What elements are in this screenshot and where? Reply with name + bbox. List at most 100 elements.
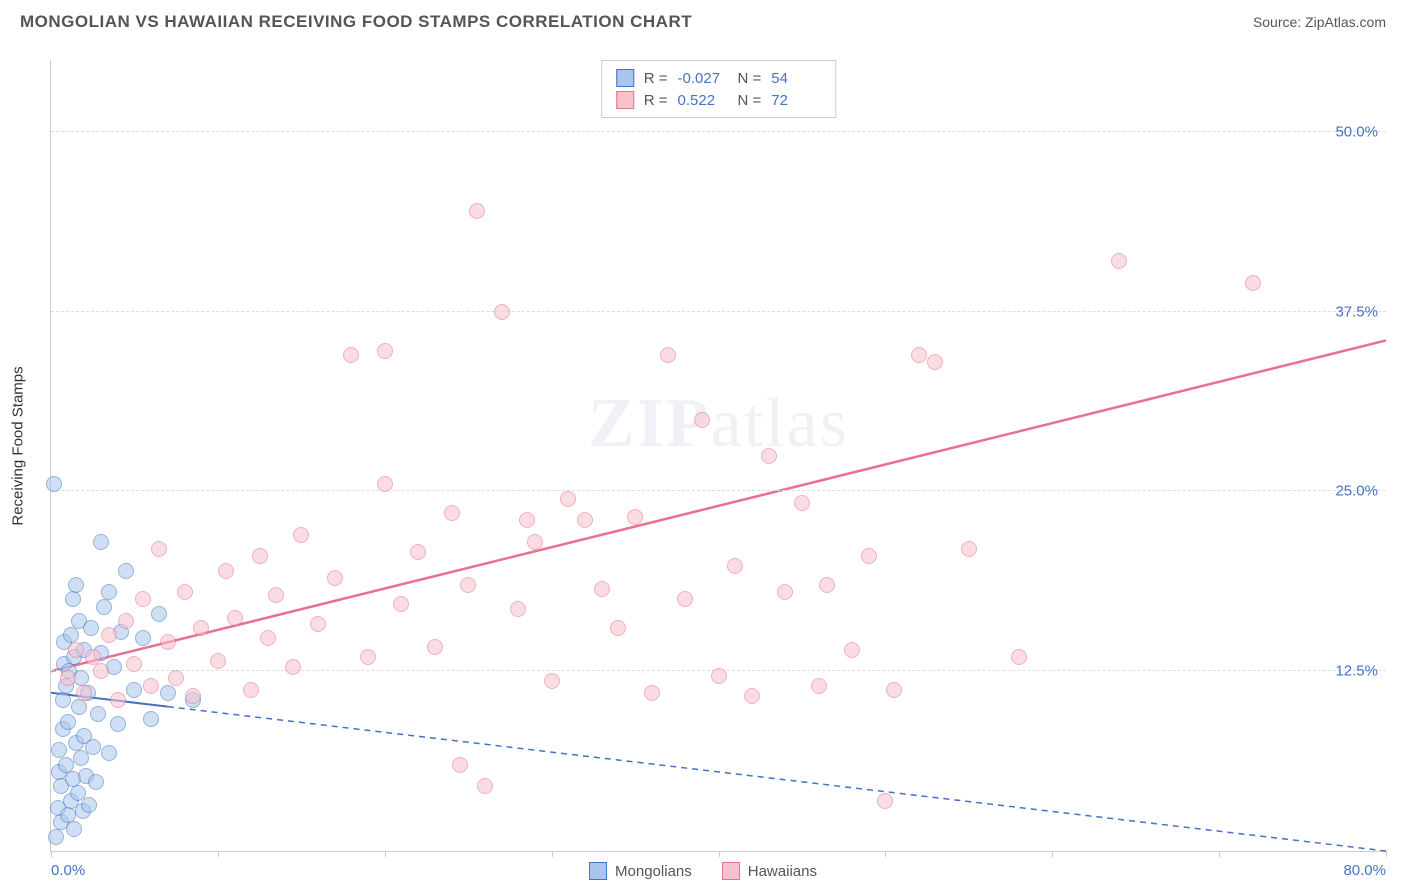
- legend-swatch: [722, 862, 740, 880]
- bottom-legend: Mongolians Hawaiians: [589, 862, 817, 880]
- data-point: [66, 821, 82, 837]
- data-point: [118, 563, 134, 579]
- n-label: N =: [738, 92, 762, 109]
- data-point: [727, 558, 743, 574]
- data-point: [927, 354, 943, 370]
- data-point: [243, 682, 259, 698]
- data-point: [60, 714, 76, 730]
- y-tick-label: 37.5%: [1335, 303, 1378, 320]
- gridline: [51, 490, 1386, 491]
- data-point: [343, 347, 359, 363]
- data-point: [610, 620, 626, 636]
- y-tick-label: 25.0%: [1335, 483, 1378, 500]
- header: MONGOLIAN VS HAWAIIAN RECEIVING FOOD STA…: [0, 0, 1406, 40]
- data-point: [410, 544, 426, 560]
- data-point: [444, 505, 460, 521]
- r-label: R =: [644, 92, 668, 109]
- data-point: [101, 745, 117, 761]
- data-point: [777, 584, 793, 600]
- data-point: [68, 577, 84, 593]
- data-point: [393, 596, 409, 612]
- data-point: [126, 656, 142, 672]
- data-point: [90, 706, 106, 722]
- scatter-chart: ZIPatlas R =-0.027N =54R =0.522N =72 12.…: [50, 60, 1386, 852]
- y-tick-label: 12.5%: [1335, 663, 1378, 680]
- data-point: [71, 699, 87, 715]
- data-point: [268, 587, 284, 603]
- data-point: [1245, 275, 1261, 291]
- data-point: [168, 670, 184, 686]
- x-tick: [218, 851, 219, 857]
- data-point: [460, 577, 476, 593]
- data-point: [677, 591, 693, 607]
- data-point: [377, 343, 393, 359]
- n-value: 54: [771, 70, 821, 87]
- data-point: [210, 653, 226, 669]
- data-point: [93, 534, 109, 550]
- data-point: [135, 630, 151, 646]
- data-point: [68, 642, 84, 658]
- legend-label: Hawaiians: [748, 863, 817, 880]
- gridline: [51, 311, 1386, 312]
- data-point: [844, 642, 860, 658]
- source-prefix: Source:: [1253, 14, 1305, 30]
- source-attribution: Source: ZipAtlas.com: [1253, 14, 1386, 30]
- data-point: [811, 678, 827, 694]
- stats-row: R =0.522N =72: [616, 89, 822, 111]
- stats-legend-box: R =-0.027N =54R =0.522N =72: [601, 60, 837, 118]
- r-label: R =: [644, 70, 668, 87]
- data-point: [143, 711, 159, 727]
- x-tick: [552, 851, 553, 857]
- data-point: [160, 634, 176, 650]
- data-point: [577, 512, 593, 528]
- data-point: [560, 491, 576, 507]
- data-point: [96, 599, 112, 615]
- n-value: 72: [771, 92, 821, 109]
- data-point: [452, 757, 468, 773]
- x-tick: [385, 851, 386, 857]
- data-point: [177, 584, 193, 600]
- data-point: [360, 649, 376, 665]
- data-point: [60, 670, 76, 686]
- data-point: [55, 692, 71, 708]
- data-point: [427, 639, 443, 655]
- data-point: [519, 512, 535, 528]
- data-point: [193, 620, 209, 636]
- data-point: [88, 774, 104, 790]
- series-swatch: [616, 69, 634, 87]
- data-point: [126, 682, 142, 698]
- data-point: [48, 829, 64, 845]
- x-tick-label: 0.0%: [51, 862, 85, 879]
- data-point: [477, 778, 493, 794]
- data-point: [85, 739, 101, 755]
- source-link[interactable]: ZipAtlas.com: [1305, 14, 1386, 30]
- n-label: N =: [738, 70, 762, 87]
- data-point: [218, 563, 234, 579]
- x-tick: [51, 851, 52, 857]
- data-point: [83, 620, 99, 636]
- chart-title: MONGOLIAN VS HAWAIIAN RECEIVING FOOD STA…: [20, 12, 692, 32]
- data-point: [46, 476, 62, 492]
- trend-line: [51, 340, 1386, 671]
- data-point: [185, 688, 201, 704]
- data-point: [101, 584, 117, 600]
- data-point: [644, 685, 660, 701]
- x-tick: [1386, 851, 1387, 857]
- data-point: [252, 548, 268, 564]
- data-point: [135, 591, 151, 607]
- legend-label: Mongolians: [615, 863, 692, 880]
- data-point: [260, 630, 276, 646]
- trend-lines-layer: [51, 60, 1386, 851]
- x-tick: [719, 851, 720, 857]
- series-swatch: [616, 91, 634, 109]
- data-point: [877, 793, 893, 809]
- data-point: [151, 541, 167, 557]
- data-point: [469, 203, 485, 219]
- y-axis-label: Receiving Food Stamps: [10, 366, 27, 525]
- data-point: [594, 581, 610, 597]
- data-point: [494, 304, 510, 320]
- data-point: [694, 412, 710, 428]
- data-point: [151, 606, 167, 622]
- data-point: [1111, 253, 1127, 269]
- data-point: [160, 685, 176, 701]
